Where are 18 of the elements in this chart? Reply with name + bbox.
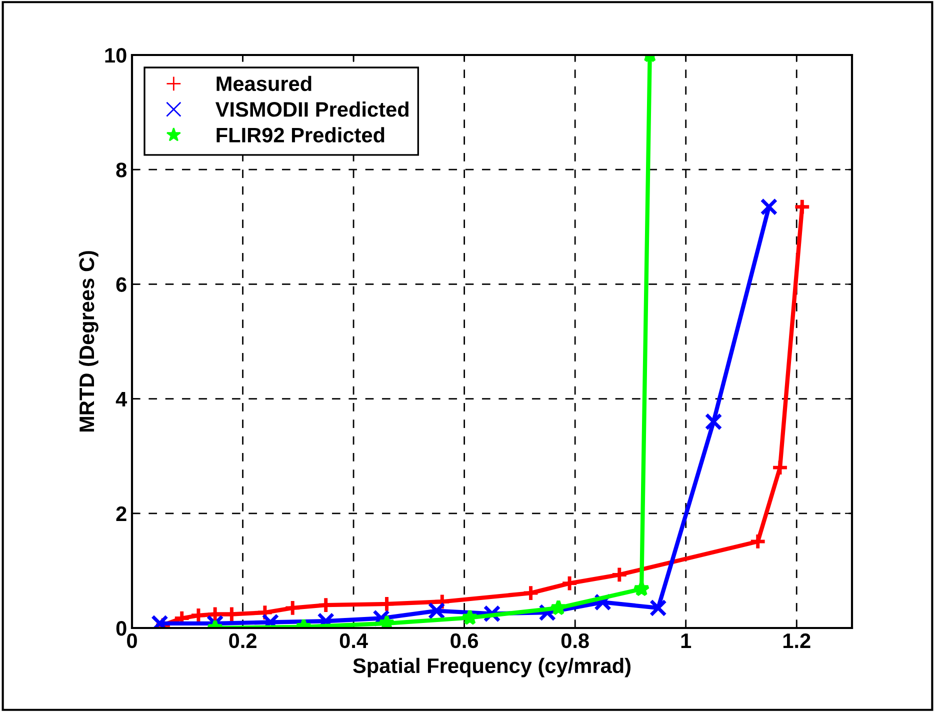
- y-tick-label: 2: [116, 506, 126, 521]
- x-tick-label: 0: [127, 633, 137, 648]
- y-tick-label: 10: [105, 48, 126, 63]
- y-tick-label: 0: [116, 621, 126, 636]
- x-tick-label: 0.4: [340, 633, 368, 648]
- x-tick-label: 1: [681, 634, 692, 648]
- y-axis-title: MRTD (Degrees C): [78, 251, 98, 432]
- x-tick-label: 0.8: [561, 633, 589, 648]
- y-tick-label: 8: [116, 162, 126, 178]
- legend-label: FLIR92 Predicted: [216, 127, 384, 142]
- x-axis-title: Spatial Frequency (cy/mrad): [353, 658, 630, 678]
- legend-label: VISMODII Predicted: [215, 102, 408, 117]
- legend-label: Measured: [216, 76, 312, 92]
- x-tick-label: 0.2: [229, 633, 256, 648]
- y-tick-label: 4: [116, 392, 128, 406]
- x-tick-label: 1.2: [783, 633, 810, 648]
- x-tick-label: 0.6: [450, 633, 478, 648]
- y-tick-label: 6: [116, 277, 126, 292]
